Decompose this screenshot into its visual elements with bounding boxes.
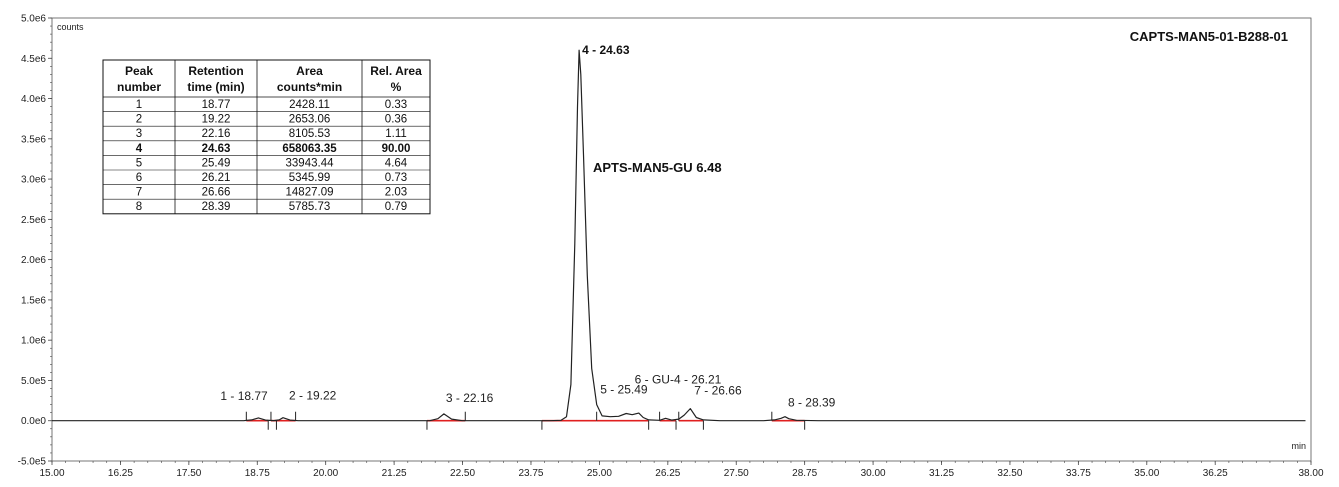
x-tick-label: 17.50 <box>176 468 201 479</box>
table-header-cell: number <box>117 80 161 94</box>
y-unit-label: counts <box>57 22 84 32</box>
peak-annotation: APTS-MAN5-GU 6.48 <box>593 160 722 175</box>
x-tick-label: 32.50 <box>997 468 1022 479</box>
table-cell: 0.79 <box>385 201 407 213</box>
table-cell: 1 <box>136 99 142 111</box>
y-tick-label: 1.5e6 <box>21 295 46 306</box>
peak-label: 7 - 26.66 <box>694 384 742 398</box>
peak-labels: 1 - 18.77 2 - 19.22 3 - 22.16 4 - 24.63 5 - … <box>220 43 835 409</box>
table-header-cell: Rel. Area <box>370 64 422 78</box>
table-cell: 2 <box>136 114 142 126</box>
table-cell: 4 <box>136 143 143 155</box>
y-tick-label: 2.5e6 <box>21 215 46 226</box>
y-tick-label: 5.0e6 <box>21 14 46 25</box>
peak-label: 6 - GU-4 - 26.21 <box>635 372 722 386</box>
trace-line <box>52 49 1306 422</box>
x-tick-label: 27.50 <box>724 468 749 479</box>
table-header-cell: Retention <box>188 64 243 78</box>
table-header-cell: Area <box>296 64 323 78</box>
table-cell: 18.77 <box>202 99 231 111</box>
table-cell: 5785.73 <box>289 201 331 213</box>
table-cell: 26.66 <box>202 187 231 199</box>
integration-marks <box>245 411 806 430</box>
peak-label: 4 - 24.63 <box>582 43 630 57</box>
table-header-cell: Peak <box>125 64 153 78</box>
table-cell: 1.11 <box>385 128 407 140</box>
table-cell: 33943.44 <box>286 157 335 169</box>
x-tick-label: 30.00 <box>861 468 886 479</box>
x-axis: 15.00 16.25 17.50 18.75 20.00 21.25 22.50 23.75… <box>39 461 1324 479</box>
x-tick-label: 20.00 <box>313 468 338 479</box>
peak-label: 1 - 18.77 <box>220 389 268 403</box>
x-tick-label: 25.00 <box>587 468 612 479</box>
table-cell: 2428.11 <box>289 99 330 111</box>
table-cell: 8 <box>136 201 142 213</box>
table-cell: 26.21 <box>202 172 231 184</box>
table-cell: 2653.06 <box>289 114 331 126</box>
peak-label: 5 - 25.49 <box>600 382 648 396</box>
y-tick-label: 4.0e6 <box>21 94 46 105</box>
table-cell: 0.36 <box>385 114 407 126</box>
table-cell: 0.33 <box>385 99 407 111</box>
table-cell: 5 <box>136 157 142 169</box>
y-tick-label: 3.5e6 <box>21 134 46 145</box>
table-cell: 658063.35 <box>282 143 337 155</box>
table-cell: 90.00 <box>382 143 411 155</box>
x-tick-label: 35.00 <box>1134 468 1159 479</box>
chromatogram-trace <box>52 49 1306 422</box>
table-cell: 7 <box>136 187 142 199</box>
x-tick-label: 21.25 <box>382 468 407 479</box>
table-cell: 3 <box>136 128 142 140</box>
table-cell: 6 <box>136 172 142 184</box>
y-tick-label: -5.0e5 <box>18 457 47 468</box>
x-tick-label: 22.50 <box>450 468 475 479</box>
x-unit-label: min <box>1291 441 1306 451</box>
x-tick-label: 38.00 <box>1298 468 1323 479</box>
y-tick-label: 2.0e6 <box>21 255 46 266</box>
x-tick-label: 15.00 <box>39 468 64 479</box>
table-header-cell: time (min) <box>187 80 244 94</box>
table-cell: 2.03 <box>385 187 407 199</box>
y-tick-label: 3.0e6 <box>21 175 46 186</box>
table-cell: 22.16 <box>202 128 231 140</box>
y-axis: -5.0e5 0.0e0 5.0e5 1.0e6 1.5e6 2.0e6 2.5e6 3.0e… <box>18 14 52 468</box>
peak-label: 2 - 19.22 <box>289 389 337 403</box>
table-cell: 14827.09 <box>286 187 334 199</box>
table-cell: 19.22 <box>202 114 231 126</box>
x-tick-label: 36.25 <box>1203 468 1228 479</box>
y-tick-label: 0.0e0 <box>21 416 46 427</box>
sample-title: CAPTS-MAN5-01-B288-01 <box>1130 29 1288 44</box>
x-tick-label: 31.25 <box>929 468 954 479</box>
y-tick-label: 1.0e6 <box>21 336 46 347</box>
table-header-cell: % <box>391 80 402 94</box>
x-tick-label: 23.75 <box>518 468 543 479</box>
x-tick-label: 28.75 <box>792 468 817 479</box>
x-tick-label: 18.75 <box>245 468 270 479</box>
peak-label: 3 - 22.16 <box>446 391 494 405</box>
table-cell: 24.63 <box>202 143 231 155</box>
x-tick-label: 26.25 <box>655 468 680 479</box>
x-tick-label: 16.25 <box>108 468 133 479</box>
peak-table: Peak number Retention time (min) Area counts*… <box>102 59 431 215</box>
y-tick-label: 4.5e6 <box>21 54 46 65</box>
y-tick-label: 5.0e5 <box>21 376 46 387</box>
table-cell: 25.49 <box>202 157 231 169</box>
table-header-cell: counts*min <box>277 80 342 94</box>
table-cell: 28.39 <box>202 201 231 213</box>
table-cell: 4.64 <box>385 157 408 169</box>
table-cell: 8105.53 <box>289 128 331 140</box>
peak-label: 8 - 28.39 <box>788 396 836 410</box>
table-border <box>102 59 431 215</box>
x-tick-label: 33.75 <box>1066 468 1091 479</box>
table-cell: 0.73 <box>385 172 407 184</box>
table-cell: 5345.99 <box>289 172 331 184</box>
